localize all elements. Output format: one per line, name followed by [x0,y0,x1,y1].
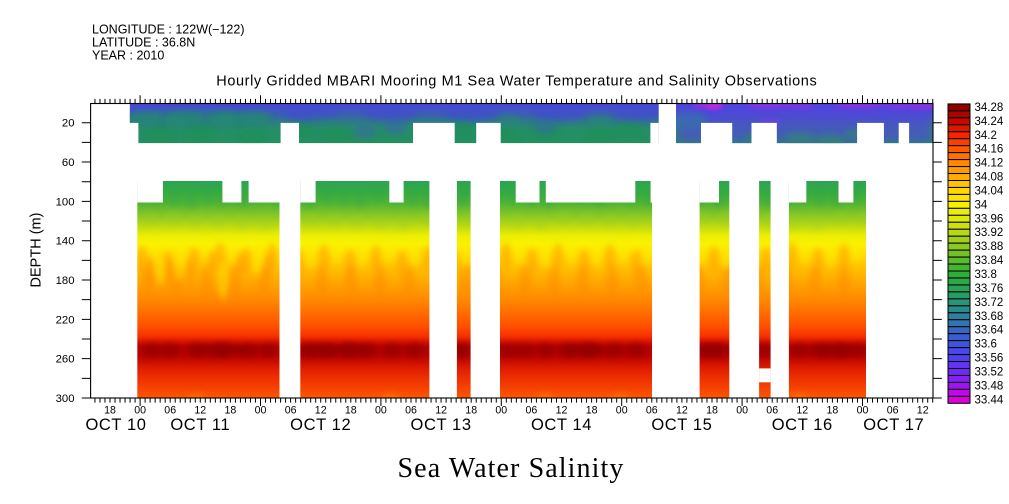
svg-text:06: 06 [887,405,899,417]
svg-text:18: 18 [345,405,357,417]
svg-text:06: 06 [526,405,538,417]
svg-text:Sea Water Salinity: Sea Water Salinity [398,453,625,484]
svg-text:LATITUDE : 36.8N: LATITUDE : 36.8N [92,36,195,50]
svg-text:12: 12 [315,405,327,417]
svg-text:18: 18 [465,405,477,417]
svg-text:34.08: 34.08 [975,172,1004,184]
svg-text:18: 18 [827,405,839,417]
svg-text:33.92: 33.92 [975,227,1004,239]
svg-text:12: 12 [556,405,568,417]
svg-text:33.44: 33.44 [975,394,1004,406]
svg-text:33.64: 33.64 [975,325,1004,337]
svg-text:60: 60 [62,157,75,169]
svg-text:06: 06 [405,405,417,417]
svg-text:OCT 11: OCT 11 [170,416,230,434]
svg-text:LONGITUDE : 122W(−122): LONGITUDE : 122W(−122) [92,23,244,37]
svg-text:33.6: 33.6 [975,339,997,351]
svg-text:OCT 15: OCT 15 [651,416,712,434]
svg-text:33.56: 33.56 [975,353,1004,365]
svg-text:00: 00 [375,405,387,417]
svg-text:18: 18 [706,405,718,417]
svg-text:00: 00 [616,405,628,417]
svg-text:Hourly Gridded MBARI Mooring M: Hourly Gridded MBARI Mooring M1 Sea Wate… [216,74,817,90]
svg-text:33.76: 33.76 [975,283,1004,295]
svg-text:100: 100 [56,196,75,208]
svg-text:34.2: 34.2 [975,130,997,142]
svg-text:34.24: 34.24 [975,116,1004,128]
svg-text:33.52: 33.52 [975,367,1004,379]
svg-text:YEAR : 2010: YEAR : 2010 [92,49,164,63]
svg-text:18: 18 [225,405,237,417]
svg-text:06: 06 [164,405,176,417]
svg-text:18: 18 [586,405,598,417]
svg-text:OCT 12: OCT 12 [290,416,351,434]
svg-text:12: 12 [676,405,688,417]
svg-text:33.88: 33.88 [975,241,1004,253]
svg-text:20: 20 [62,118,75,130]
svg-text:OCT 13: OCT 13 [411,416,472,434]
svg-text:12: 12 [796,405,808,417]
svg-text:33.8: 33.8 [975,269,997,281]
svg-text:OCT 14: OCT 14 [531,416,592,434]
svg-text:34.12: 34.12 [975,158,1004,170]
svg-text:06: 06 [646,405,658,417]
svg-text:180: 180 [56,275,75,287]
svg-text:06: 06 [766,405,778,417]
svg-text:00: 00 [255,405,267,417]
svg-text:300: 300 [56,393,75,405]
svg-text:12: 12 [435,405,447,417]
svg-text:260: 260 [56,354,75,366]
svg-text:33.68: 33.68 [975,311,1004,323]
svg-text:06: 06 [285,405,297,417]
svg-text:00: 00 [857,405,869,417]
svg-text:00: 00 [736,405,748,417]
svg-text:OCT 16: OCT 16 [772,416,833,434]
svg-text:33.72: 33.72 [975,297,1004,309]
svg-text:12: 12 [194,405,206,417]
svg-text:33.84: 33.84 [975,255,1004,267]
svg-text:33.96: 33.96 [975,213,1004,225]
svg-text:220: 220 [56,314,75,326]
svg-text:34: 34 [975,199,988,211]
svg-text:00: 00 [495,405,507,417]
svg-text:18: 18 [104,405,116,417]
svg-text:DEPTH (m): DEPTH (m) [29,213,45,288]
svg-text:12: 12 [917,405,929,417]
svg-text:00: 00 [134,405,146,417]
svg-text:34.28: 34.28 [975,102,1004,114]
svg-text:33.48: 33.48 [975,380,1004,392]
svg-text:140: 140 [56,236,75,248]
svg-text:OCT 17: OCT 17 [863,416,924,434]
svg-text:OCT 10: OCT 10 [85,416,146,434]
svg-text:34.04: 34.04 [975,186,1004,198]
svg-text:34.16: 34.16 [975,144,1004,156]
